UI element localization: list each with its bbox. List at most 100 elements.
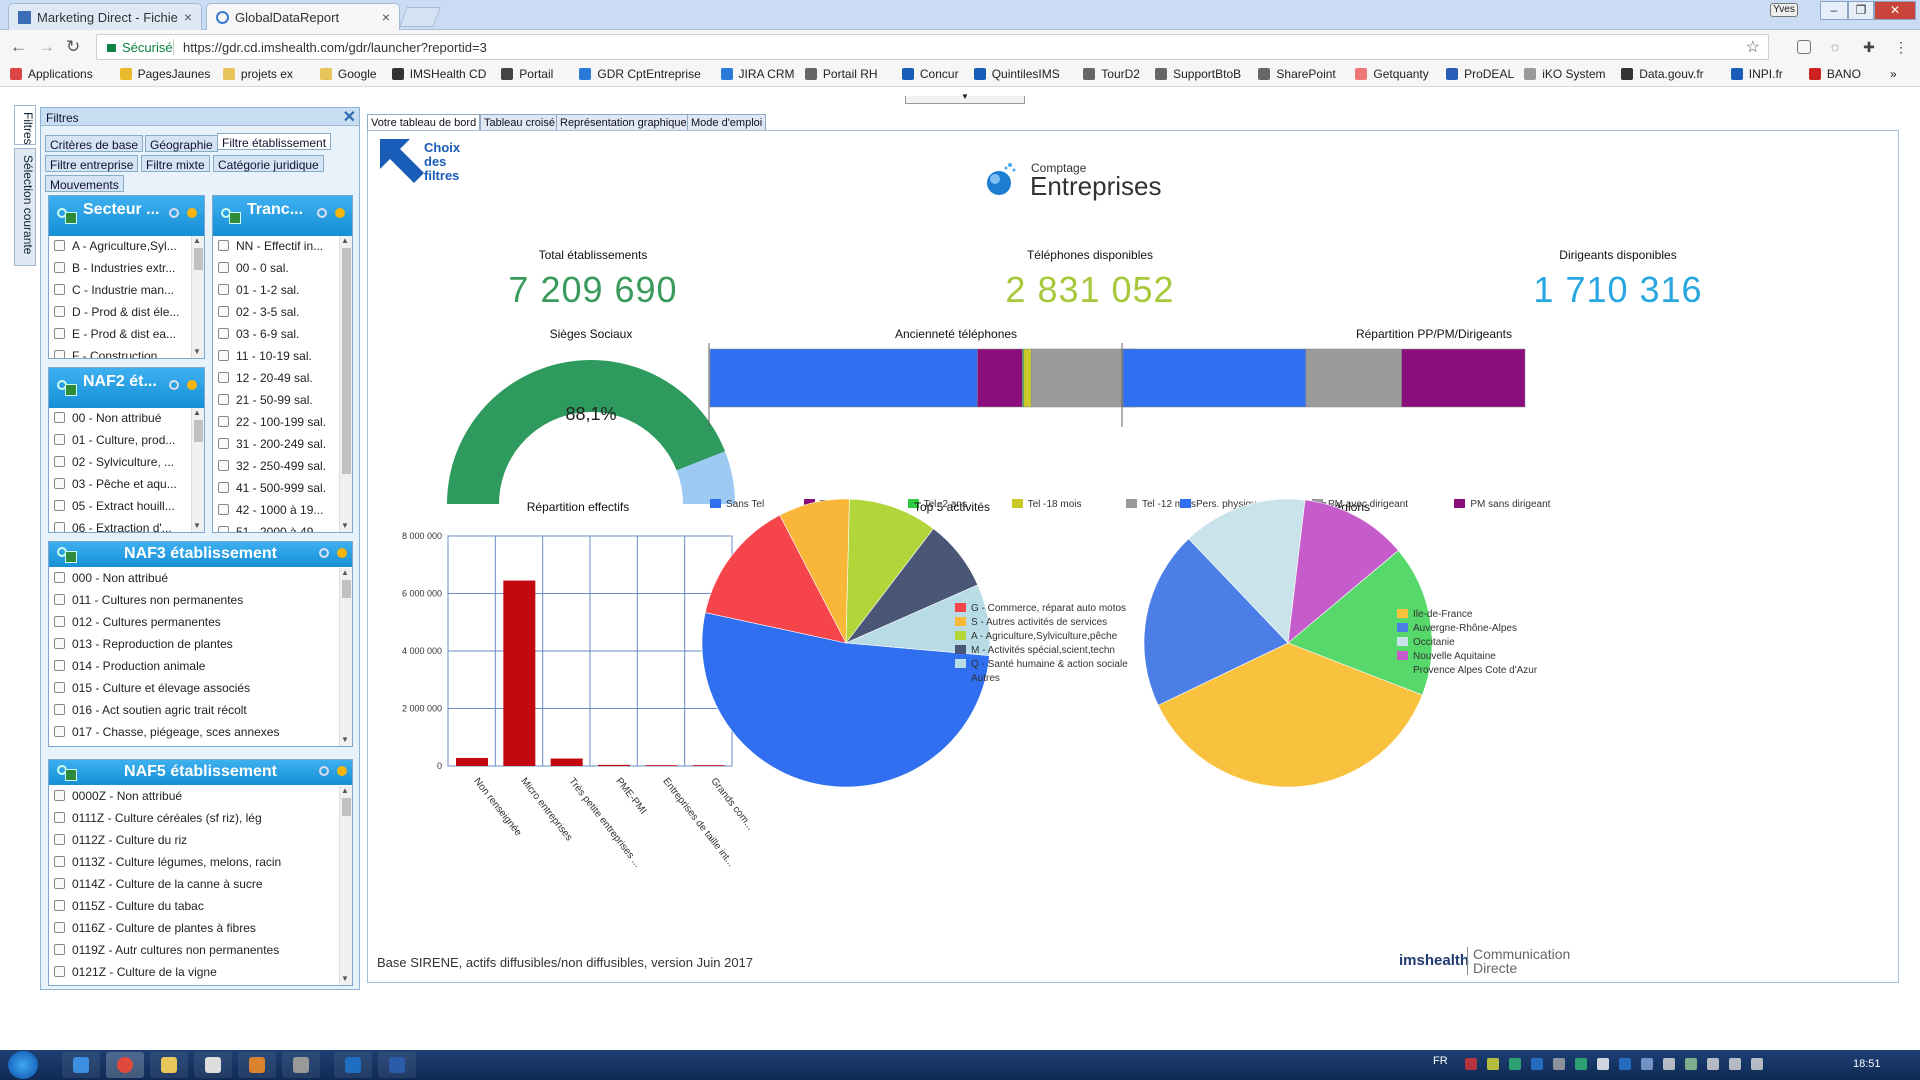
tray-icon[interactable]: [1531, 1058, 1543, 1070]
explorer-button[interactable]: [150, 1052, 188, 1078]
filter-item[interactable]: 22 - 100-199 sal.: [213, 412, 338, 434]
secure-indicator[interactable]: Sécurisé: [107, 40, 173, 55]
checkbox[interactable]: [218, 350, 229, 361]
tool-button[interactable]: [282, 1052, 320, 1078]
scrollbar[interactable]: ▲ ▼: [339, 236, 352, 532]
filter-item[interactable]: NN - Effectif in...: [213, 236, 338, 258]
bookmark-8[interactable]: Portail RH: [804, 67, 878, 81]
filter-item[interactable]: E - Prod & dist ea...: [49, 324, 190, 346]
filter-item[interactable]: 12 - 20-49 sal.: [213, 368, 338, 390]
bookmark-11[interactable]: TourD2: [1083, 67, 1140, 81]
checkbox[interactable]: [54, 944, 65, 955]
reset-icon[interactable]: [337, 548, 347, 558]
filter-item[interactable]: 0113Z - Culture légumes, melons, racin: [49, 852, 338, 874]
browser-tab-marketing[interactable]: Marketing Direct - Fichie ×: [8, 3, 202, 30]
filter-item[interactable]: 05 - Extract houill...: [49, 496, 190, 518]
tray-icon[interactable]: [1729, 1058, 1741, 1070]
profile-chip[interactable]: Yves: [1770, 3, 1798, 17]
filter-item[interactable]: 012 - Cultures permanentes: [49, 612, 338, 634]
checkbox[interactable]: [218, 416, 229, 427]
tab-tableau-croise[interactable]: Tableau croisé: [480, 114, 559, 131]
filter-item[interactable]: 0116Z - Culture de plantes à fibres: [49, 918, 338, 940]
reload-icon[interactable]: ↻: [66, 37, 81, 56]
tab-representation-graphique[interactable]: Représentation graphique: [556, 114, 691, 131]
tray-icon[interactable]: [1619, 1058, 1631, 1070]
tray-icon[interactable]: [1751, 1058, 1763, 1070]
bookmark-18[interactable]: INPI.fr: [1730, 67, 1783, 81]
checkbox[interactable]: [54, 456, 65, 467]
checkbox[interactable]: [54, 572, 65, 583]
checkbox[interactable]: [54, 412, 65, 423]
filter-item[interactable]: 000 - Non attribué: [49, 568, 338, 590]
checkbox[interactable]: [54, 682, 65, 693]
bookmarks-overflow-icon[interactable]: »: [1890, 67, 1897, 81]
checkbox[interactable]: [54, 638, 65, 649]
filter-item[interactable]: 03 - 6-9 sal.: [213, 324, 338, 346]
tab-geographie[interactable]: Géographie: [145, 135, 218, 152]
new-tab-button[interactable]: [399, 7, 441, 27]
filter-item[interactable]: 02 - 3-5 sal.: [213, 302, 338, 324]
bookmark-star-icon[interactable]: ☆: [1745, 39, 1760, 56]
filter-item[interactable]: 0114Z - Culture de la canne à sucre: [49, 874, 338, 896]
filter-item[interactable]: 02 - Sylviculture, ...: [49, 452, 190, 474]
checkbox[interactable]: [54, 726, 65, 737]
search-icon[interactable]: [169, 208, 179, 218]
menu-icon[interactable]: ⋮: [1894, 39, 1908, 55]
choix-filtres-button[interactable]: Choix des filtres: [378, 137, 478, 189]
word-button[interactable]: [378, 1052, 416, 1078]
close-icon[interactable]: ×: [183, 9, 192, 25]
checkbox[interactable]: [54, 500, 65, 511]
filter-item[interactable]: 41 - 500-999 sal.: [213, 478, 338, 500]
bookmark-9[interactable]: Concur: [901, 67, 959, 81]
side-tab-filtres[interactable]: Filtres: [14, 105, 36, 145]
checkbox[interactable]: [54, 878, 65, 889]
tray-icon[interactable]: [1641, 1058, 1653, 1070]
filter-item[interactable]: D - Prod & dist éle...: [49, 302, 190, 324]
checkbox[interactable]: [218, 306, 229, 317]
search-check-icon[interactable]: [57, 208, 79, 224]
tab-filtre-mixte[interactable]: Filtre mixte: [141, 155, 210, 172]
filter-item[interactable]: 03 - Pêche et aqu...: [49, 474, 190, 496]
chrome-button[interactable]: [106, 1052, 144, 1078]
browser-tab-globaldatareport[interactable]: GlobalDataReport ×: [206, 3, 400, 30]
filter-item[interactable]: 01 - 1-2 sal.: [213, 280, 338, 302]
checkbox[interactable]: [54, 966, 65, 977]
side-tab-selection[interactable]: Sélection courante: [14, 148, 36, 266]
checkbox[interactable]: [218, 504, 229, 515]
checkbox[interactable]: [54, 704, 65, 715]
filter-item[interactable]: 0119Z - Autr cultures non permanentes: [49, 940, 338, 962]
scrollbar[interactable]: ▲ ▼: [339, 786, 352, 985]
checkbox[interactable]: [54, 240, 65, 251]
filter-item[interactable]: 0000Z - Non attribué: [49, 786, 338, 808]
sync-icon[interactable]: ◌: [1830, 39, 1840, 55]
filter-item[interactable]: 21 - 50-99 sal.: [213, 390, 338, 412]
filter-item[interactable]: 0121Z - Culture de la vigne: [49, 962, 338, 984]
media-button[interactable]: [238, 1052, 276, 1078]
tray-icon[interactable]: [1487, 1058, 1499, 1070]
language-indicator[interactable]: FR: [1433, 1055, 1448, 1067]
filter-item[interactable]: 011 - Cultures non permanentes: [49, 590, 338, 612]
bookmark-4[interactable]: IMSHealth CD: [391, 67, 486, 81]
tab-mouvements[interactable]: Mouvements: [45, 175, 124, 192]
checkbox[interactable]: [54, 262, 65, 273]
search-icon[interactable]: [319, 766, 329, 776]
bookmark-13[interactable]: SharePoint: [1258, 67, 1336, 81]
checkbox[interactable]: [218, 284, 229, 295]
filter-item[interactable]: 01 - Culture, prod...: [49, 430, 190, 452]
filter-item[interactable]: 0112Z - Culture du riz: [49, 830, 338, 852]
filter-item[interactable]: 11 - 10-19 sal.: [213, 346, 338, 368]
back-arrow-icon[interactable]: ←: [10, 37, 27, 56]
filter-item[interactable]: 00 - Non attribué: [49, 408, 190, 430]
checkbox[interactable]: [218, 438, 229, 449]
search-check-icon[interactable]: [57, 765, 79, 781]
checkbox[interactable]: [54, 350, 65, 358]
notepad-button[interactable]: [194, 1052, 232, 1078]
filter-item[interactable]: 015 - Culture et élevage associés: [49, 678, 338, 700]
checkbox[interactable]: [54, 660, 65, 671]
scrollbar[interactable]: ▲ ▼: [191, 236, 204, 358]
start-button[interactable]: [8, 1051, 38, 1079]
address-bar[interactable]: Sécurisé https://gdr.cd.imshealth.com/gd…: [96, 34, 1769, 60]
search-check-icon[interactable]: [57, 547, 79, 563]
url-text[interactable]: https://gdr.cd.imshealth.com/gdr/launche…: [183, 40, 487, 55]
search-icon[interactable]: [319, 548, 329, 558]
